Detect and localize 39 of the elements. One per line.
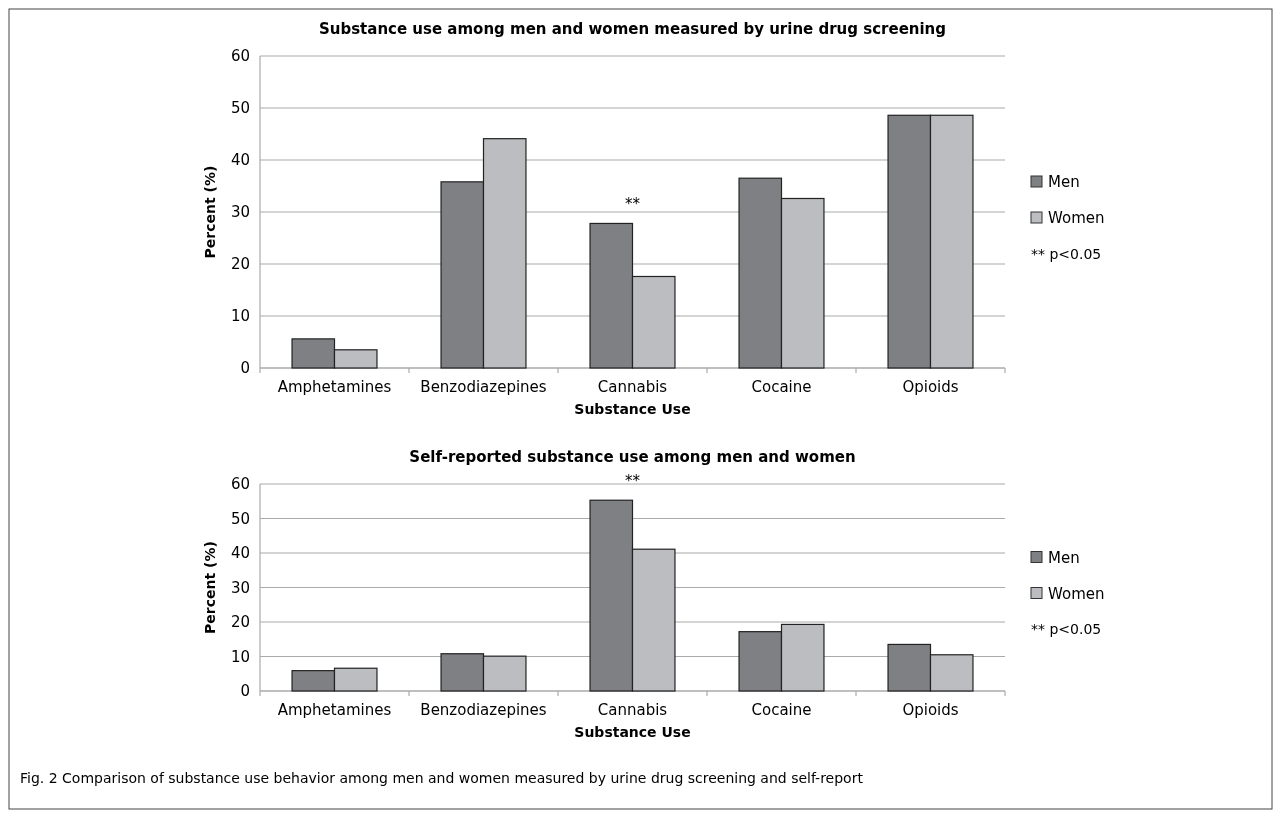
y-tick-label: 30 bbox=[230, 203, 250, 222]
text: ** p<0.05 bbox=[1031, 621, 1102, 638]
annotation: ** bbox=[625, 195, 641, 214]
x-axis-title: Substance Use bbox=[574, 401, 691, 417]
x-tick-label: Amphetamines bbox=[277, 378, 392, 396]
x-tick-label: Opioids bbox=[902, 701, 959, 719]
chart-title: Self-reported substance use among men and women bbox=[409, 448, 856, 466]
y-tick-label: 50 bbox=[230, 509, 250, 528]
y-axis-title: Percent (%) bbox=[202, 541, 218, 634]
y-tick-label: 0 bbox=[240, 682, 250, 701]
x-axis-title: Substance Use bbox=[574, 724, 691, 740]
y-tick-label: 20 bbox=[230, 255, 250, 274]
y-tick-label: 60 bbox=[230, 475, 250, 494]
annotation: ** bbox=[625, 472, 641, 491]
y-tick-label: 30 bbox=[230, 578, 250, 597]
y-tick-label: 40 bbox=[230, 151, 250, 170]
legend-label: Men bbox=[1048, 173, 1080, 192]
text: ** p<0.05 bbox=[1031, 245, 1102, 262]
y-tick-label: 0 bbox=[240, 359, 250, 378]
y-axis-title: Percent (%) bbox=[202, 165, 218, 259]
y-tick-label: 60 bbox=[230, 47, 250, 66]
x-tick-label: Cocaine bbox=[751, 378, 812, 396]
y-tick-label: 20 bbox=[230, 613, 250, 632]
legend-label: Women bbox=[1048, 584, 1105, 603]
caption: Fig. 2 Comparison of substance use behavior among men and women measured by urine drug screening and self-report bbox=[20, 770, 864, 786]
y-tick-label: 10 bbox=[230, 647, 250, 666]
x-tick-label: Benzodiazepines bbox=[420, 701, 547, 719]
x-tick-label: Amphetamines bbox=[277, 701, 392, 719]
x-tick-label: Cocaine bbox=[751, 701, 812, 719]
x-tick-label: Cannabis bbox=[597, 701, 668, 719]
x-tick-label: Opioids bbox=[902, 378, 959, 396]
chart-title: Substance use among men and women measured by urine drug screening bbox=[318, 20, 947, 38]
y-tick-label: 40 bbox=[230, 544, 250, 563]
legend-label: Men bbox=[1048, 548, 1080, 567]
legend-label: Women bbox=[1048, 209, 1105, 228]
y-tick-label: 50 bbox=[230, 99, 250, 118]
y-tick-label: 10 bbox=[230, 307, 250, 326]
x-tick-label: Cannabis bbox=[597, 378, 668, 396]
x-tick-label: Benzodiazepines bbox=[420, 378, 547, 396]
